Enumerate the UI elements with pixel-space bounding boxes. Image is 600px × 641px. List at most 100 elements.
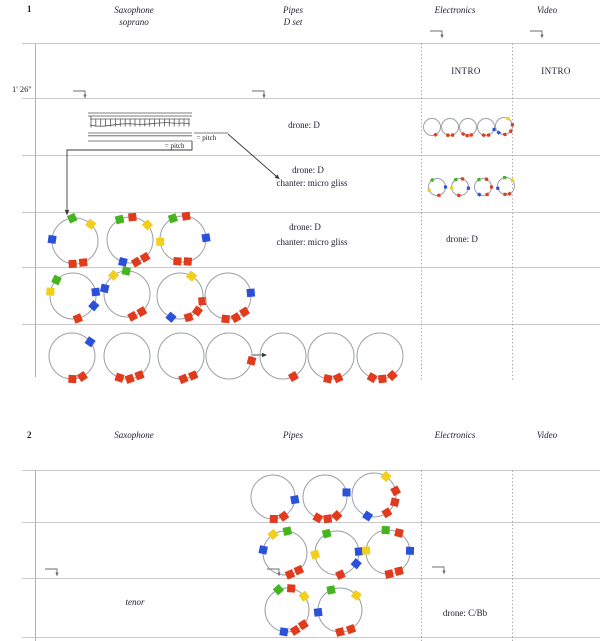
yellow-pitch-marker xyxy=(350,589,362,601)
video-intro-label: INTRO xyxy=(541,66,571,76)
red-pitch-marker xyxy=(238,306,251,318)
yellow-pitch-marker xyxy=(46,287,55,296)
red-pitch-marker xyxy=(331,510,343,522)
repeat-mark-arrowhead xyxy=(442,570,446,575)
repeat-marks-layer xyxy=(45,30,544,577)
red-pitch-marker xyxy=(332,372,344,384)
red-pitch-marker xyxy=(183,257,193,266)
repeat-corner-mark xyxy=(430,30,444,39)
green-pitch-marker xyxy=(476,177,481,182)
pipes-chanter-row4: chanter: micro gliss xyxy=(276,236,348,247)
repeat-mark-arrowhead xyxy=(262,94,266,99)
pipes-chanter-row3: chanter: micro gliss xyxy=(276,177,348,188)
section1-grid-lines xyxy=(22,43,600,325)
score-circle xyxy=(361,525,415,579)
green-pitch-marker xyxy=(381,525,390,535)
repeat-corner-mark xyxy=(432,566,446,575)
blue-pitch-marker xyxy=(466,186,471,190)
score-circle xyxy=(264,584,310,637)
pitch-bracket-arrow-line xyxy=(66,141,193,211)
circle-group-sax-row-1 xyxy=(47,211,211,269)
score-circle xyxy=(48,332,96,384)
repeat-mark-elbow xyxy=(252,90,265,95)
circle-group-electronics-row-2 xyxy=(427,175,515,198)
blue-pitch-marker xyxy=(443,185,448,189)
repeat-mark-elbow xyxy=(267,568,280,573)
red-pitch-marker xyxy=(510,123,515,127)
red-pitch-marker xyxy=(76,370,88,383)
yellow-pitch-marker xyxy=(107,269,120,282)
electronics-intro-label: INTRO xyxy=(451,66,481,76)
red-pitch-marker xyxy=(394,528,404,538)
score-circle xyxy=(204,272,256,324)
circle-outline xyxy=(103,332,151,380)
pipes-drone-row3: drone: D xyxy=(292,165,324,175)
repeat-mark-elbow xyxy=(73,90,86,95)
blue-pitch-marker xyxy=(246,288,256,298)
circle-outline xyxy=(259,332,307,380)
red-pitch-marker xyxy=(384,569,394,579)
green-pitch-marker xyxy=(502,175,507,180)
score-circle xyxy=(157,332,205,385)
circle-group-sax-row-3 xyxy=(48,332,404,385)
score-circle xyxy=(474,177,494,197)
blue-pitch-marker xyxy=(84,336,96,348)
red-pitch-marker xyxy=(465,133,469,138)
red-pitch-marker xyxy=(278,510,290,522)
saxophone-tenor-label: tenor xyxy=(125,597,145,607)
blue-pitch-marker xyxy=(118,257,128,267)
yellow-pitch-marker xyxy=(156,237,165,246)
green-pitch-marker xyxy=(66,212,78,224)
red-pitch-marker xyxy=(503,132,507,137)
green-pitch-marker xyxy=(51,274,62,286)
score-circle xyxy=(258,526,308,580)
red-pitch-marker xyxy=(78,258,88,267)
red-pitch-marker xyxy=(335,627,345,637)
section1-column-dividers xyxy=(421,43,513,380)
red-pitch-marker xyxy=(289,624,301,636)
red-pitch-marker xyxy=(433,132,438,137)
column-subheader-d-set: D set xyxy=(283,16,303,27)
circles-layer xyxy=(46,116,515,637)
score-circle xyxy=(156,270,207,323)
blue-pitch-marker xyxy=(362,510,374,522)
score-circle xyxy=(99,266,151,322)
yellow-pitch-marker xyxy=(310,549,321,560)
red-pitch-marker xyxy=(134,370,145,381)
red-pitch-marker xyxy=(390,485,402,497)
red-pitch-marker xyxy=(68,374,77,384)
circle-outline xyxy=(356,332,404,380)
red-pitch-marker xyxy=(187,370,199,381)
red-pitch-marker xyxy=(485,192,490,197)
repeat-corner-mark xyxy=(267,568,281,577)
green-pitch-marker xyxy=(121,266,131,276)
score-circle xyxy=(106,212,154,268)
repeat-mark-arrowhead xyxy=(83,94,87,99)
score-circle xyxy=(351,470,402,522)
red-pitch-marker xyxy=(284,569,296,580)
circle-outline xyxy=(441,118,459,136)
yellow-pitch-marker xyxy=(185,270,198,282)
section2-header-pipes: Pipes xyxy=(283,430,303,440)
blue-pitch-marker xyxy=(405,546,415,555)
red-pitch-marker xyxy=(173,256,182,266)
score-circle xyxy=(310,528,364,580)
red-pitch-marker xyxy=(124,373,135,384)
score-circle xyxy=(423,118,441,137)
score-circle xyxy=(427,177,448,198)
down-arrowhead xyxy=(64,210,70,216)
pipes-drone-row4: drone: D xyxy=(289,222,321,232)
score-circle xyxy=(477,118,496,138)
red-pitch-marker xyxy=(72,313,84,324)
red-pitch-marker xyxy=(114,372,125,383)
time-marker: 1' 26'' xyxy=(12,84,32,94)
red-pitch-marker xyxy=(312,512,324,524)
circle-outline xyxy=(477,118,495,136)
blue-pitch-marker xyxy=(492,127,496,132)
red-pitch-marker xyxy=(246,355,257,366)
pitch-label-outer: = pitch xyxy=(197,134,217,142)
score-circle xyxy=(356,332,404,384)
green-pitch-marker xyxy=(429,177,435,183)
score-circle xyxy=(441,118,459,137)
